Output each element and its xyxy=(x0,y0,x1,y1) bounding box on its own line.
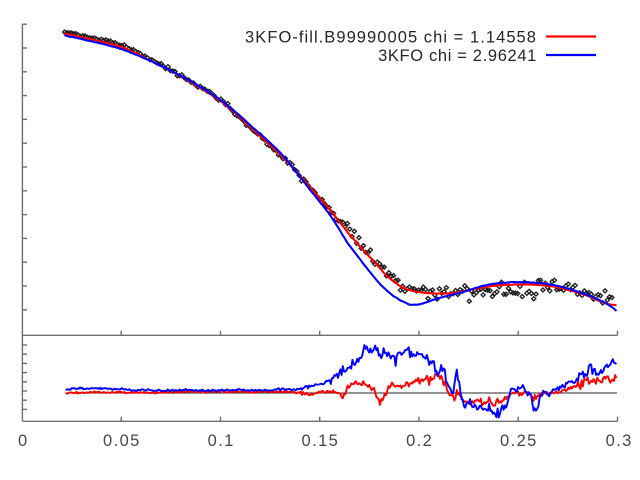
svg-text:3KFO-fill.B99990005 chi = 1.14: 3KFO-fill.B99990005 chi = 1.14558 xyxy=(245,29,537,47)
svg-text:0.05: 0.05 xyxy=(103,432,141,450)
svg-text:0.25: 0.25 xyxy=(500,432,538,450)
svg-text:0.15: 0.15 xyxy=(302,432,340,450)
svg-text:0.3: 0.3 xyxy=(606,432,633,450)
svg-text:3KFO chi = 2.96241: 3KFO chi = 2.96241 xyxy=(378,47,537,65)
svg-text:0: 0 xyxy=(18,432,29,450)
svg-text:0.2: 0.2 xyxy=(406,432,433,450)
svg-text:0.1: 0.1 xyxy=(208,432,235,450)
